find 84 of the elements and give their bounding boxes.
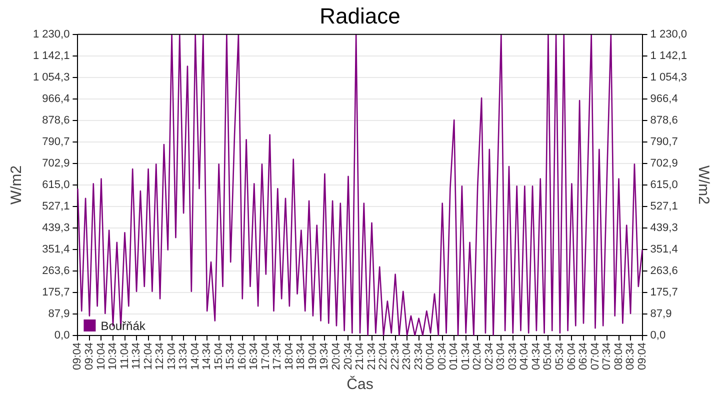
x-tick-label: 19:04 — [306, 342, 319, 370]
y2-tick-label: 1 054,3 — [650, 71, 687, 84]
y-tick-label: 790,7 — [42, 136, 70, 148]
x-tick-label: 09:34 — [83, 342, 96, 370]
x-tick-label: 11:34 — [130, 342, 143, 370]
x-tick-label: 20:04 — [330, 342, 343, 370]
x-tick-label: 14:04 — [189, 342, 202, 370]
x-tick-label: 12:34 — [154, 342, 166, 370]
x-tick-label: 17:04 — [260, 342, 272, 370]
x-tick-label: 07:04 — [589, 342, 602, 370]
legend-label: Bouřňák — [100, 318, 146, 333]
y2-tick-label: 527,1 — [650, 200, 678, 212]
x-tick-label: 12:04 — [142, 342, 154, 370]
x-tick-label: 17:34 — [272, 342, 284, 370]
chart-title: Radiace — [320, 3, 400, 28]
y-tick-label: 0,0 — [54, 330, 70, 342]
y2-tick-label: 966,4 — [650, 92, 678, 105]
y-tick-label: 175,7 — [42, 286, 70, 298]
x-tick-label: 16:34 — [248, 342, 260, 370]
y2-tick-label: 615,0 — [650, 178, 678, 191]
x-tick-label: 21:04 — [354, 342, 366, 370]
x-tick-label: 23:04 — [401, 342, 414, 370]
x-tick-label: 10:04 — [95, 342, 108, 370]
x-tick-label: 01:34 — [460, 342, 472, 370]
y-tick-label: 878,6 — [42, 114, 70, 126]
x-tick-label: 11:04 — [118, 342, 131, 370]
x-tick-label: 06:34 — [578, 342, 590, 370]
x-tick-label: 09:04 — [72, 342, 84, 370]
y2-tick-label: 878,6 — [650, 114, 678, 126]
x-tick-label: 21:34 — [366, 342, 378, 370]
y-tick-label: 615,0 — [42, 178, 70, 191]
x-tick-label: 22:04 — [378, 342, 390, 370]
x-tick-label: 16:04 — [236, 342, 248, 370]
y2-tick-label: 1 142,1 — [650, 50, 687, 62]
y2-tick-label: 263,6 — [650, 264, 678, 277]
y2-tick-label: 351,4 — [650, 243, 678, 256]
x-tick-label: 09:04 — [636, 342, 648, 370]
x-tick-label: 15:34 — [224, 342, 237, 370]
x-tick-label: 08:34 — [624, 342, 637, 370]
y-tick-label: 527,1 — [42, 200, 70, 212]
x-tick-label: 01:04 — [448, 342, 460, 370]
x-tick-label: 06:04 — [566, 342, 578, 370]
x-axis-title: Čas — [346, 375, 374, 394]
x-tick-label: 23:34 — [412, 342, 425, 370]
x-tick-label: 02:34 — [483, 342, 496, 370]
x-tick-label: 02:04 — [472, 342, 484, 370]
y-tick-label: 1 230,0 — [33, 28, 70, 40]
y2-tick-label: 175,7 — [650, 286, 678, 298]
x-tick-label: 13:04 — [166, 342, 178, 370]
x-tick-label: 22:34 — [389, 342, 402, 370]
y2-tick-label: 1 230,0 — [650, 28, 687, 40]
x-tick-label: 04:34 — [530, 342, 542, 370]
x-tick-label: 03:04 — [495, 342, 508, 370]
x-tick-label: 13:34 — [178, 342, 190, 370]
x-tick-label: 08:04 — [612, 342, 625, 370]
y-tick-label: 1 142,1 — [33, 50, 70, 62]
y-axis-title: W/m2 — [8, 165, 26, 205]
x-tick-label: 15:04 — [212, 342, 225, 370]
x-tick-label: 05:04 — [542, 342, 554, 370]
y2-tick-label: 87,9 — [650, 308, 672, 320]
y-tick-label: 87,9 — [48, 308, 70, 320]
y-tick-label: 1 054,3 — [33, 71, 70, 84]
x-tick-label: 04:04 — [518, 342, 531, 370]
x-tick-label: 07:34 — [601, 342, 614, 370]
x-tick-label: 20:34 — [342, 342, 354, 370]
x-tick-label: 19:34 — [318, 342, 331, 370]
y2-tick-label: 439,3 — [650, 222, 678, 234]
x-tick-label: 18:04 — [283, 342, 296, 370]
y-tick-label: 439,3 — [42, 222, 70, 234]
y2-axis-title: W/m2 — [694, 165, 712, 205]
x-tick-label: 14:34 — [201, 342, 214, 370]
y-tick-label: 351,4 — [42, 243, 70, 256]
x-tick-label: 03:34 — [506, 342, 519, 370]
y-tick-label: 702,9 — [42, 157, 70, 170]
y2-tick-label: 0,0 — [650, 330, 666, 342]
x-tick-label: 05:34 — [554, 342, 566, 370]
x-tick-label: 00:34 — [436, 342, 448, 370]
x-tick-label: 18:34 — [295, 342, 308, 370]
x-tick-label: 10:34 — [107, 342, 120, 370]
y-tick-label: 966,4 — [42, 92, 70, 105]
y-tick-label: 263,6 — [42, 264, 70, 277]
y2-tick-label: 702,9 — [650, 157, 678, 170]
x-tick-label: 00:04 — [424, 342, 437, 370]
y2-tick-label: 790,7 — [650, 136, 678, 148]
